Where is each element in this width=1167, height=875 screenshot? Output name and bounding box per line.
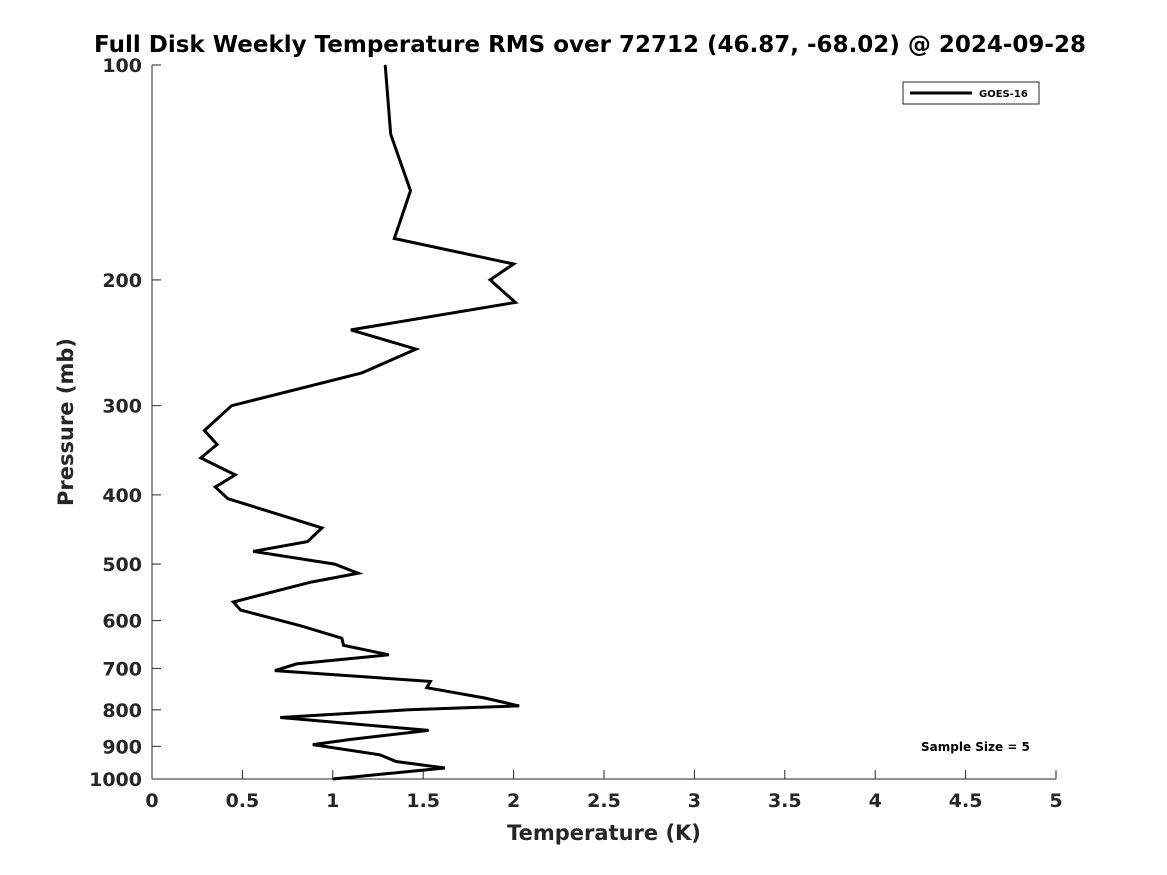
- y-tick-label: 300: [102, 396, 142, 418]
- data-point: [518, 705, 520, 707]
- x-axis-label: Temperature (K): [507, 821, 701, 845]
- y-ticks: 100 200 300 400 500 600 700 800 900 1000: [89, 55, 161, 791]
- chart-title: Full Disk Weekly Temperature RMS over 72…: [94, 32, 1086, 58]
- data-point: [343, 644, 345, 646]
- x-tick-label: 2.5: [587, 790, 621, 812]
- data-point: [296, 663, 298, 665]
- data-point: [395, 761, 397, 762]
- data-point: [234, 474, 236, 476]
- series-line-goes-16: [198, 64, 520, 781]
- data-point: [379, 754, 381, 756]
- y-tick-label: 100: [102, 55, 142, 77]
- data-point: [279, 717, 281, 718]
- x-tick-label: 1: [326, 790, 339, 812]
- data-point: [350, 738, 352, 740]
- x-tick-label: 5: [1049, 790, 1062, 812]
- data-point: [214, 486, 216, 488]
- data-point: [310, 581, 312, 583]
- data-point: [307, 541, 308, 543]
- data-point: [426, 687, 428, 689]
- data-point: [444, 767, 446, 769]
- x-ticks: 0 0.5 1 1.5 2 2.5 3 3.5 4 4.5 5: [145, 770, 1063, 812]
- y-tick-label: 400: [102, 485, 142, 507]
- x-tick-label: 0.5: [226, 790, 260, 812]
- data-point: [231, 405, 233, 407]
- data-point: [489, 279, 491, 281]
- x-tick-label: 3.5: [768, 790, 802, 812]
- data-point: [410, 190, 411, 192]
- data-point: [216, 444, 218, 445]
- data-point: [513, 263, 515, 265]
- y-axis-label: Pressure (mb): [54, 338, 78, 506]
- data-point: [429, 680, 431, 682]
- data-point: [274, 670, 276, 672]
- data-point: [299, 625, 301, 627]
- y-tick-label: 900: [102, 736, 142, 758]
- data-point: [415, 348, 417, 350]
- data-point: [334, 563, 336, 565]
- x-tick-label: 2: [507, 790, 520, 812]
- data-point: [384, 64, 386, 66]
- legend: GOES-16: [902, 81, 1040, 105]
- y-tick-label: 200: [102, 270, 142, 292]
- data-point: [203, 430, 205, 431]
- y-tick-label: 500: [102, 554, 142, 576]
- data-point: [514, 301, 516, 303]
- data-point: [232, 601, 234, 603]
- data-point: [252, 550, 254, 552]
- data-point: [390, 133, 392, 135]
- x-tick-label: 4: [869, 790, 882, 812]
- y-tick-label: 700: [102, 658, 142, 680]
- data-point: [408, 709, 410, 711]
- sample-size-annotation: Sample Size = 5: [921, 740, 1030, 754]
- x-tick-label: 3: [688, 790, 701, 812]
- data-point: [227, 498, 229, 500]
- x-tick-label: 4.5: [949, 790, 983, 812]
- data-point: [312, 744, 314, 746]
- data-point: [332, 778, 334, 780]
- data-point: [388, 654, 390, 656]
- data-point: [393, 238, 395, 239]
- data-point: [240, 609, 242, 611]
- legend-label: GOES-16: [979, 89, 1028, 100]
- x-tick-label: 0: [145, 790, 158, 812]
- data-point: [357, 572, 359, 574]
- data-point: [200, 457, 202, 459]
- data-point: [428, 729, 430, 731]
- y-tick-label: 600: [102, 611, 142, 633]
- data-point: [321, 527, 323, 529]
- data-point: [341, 637, 343, 639]
- data-point: [484, 697, 486, 699]
- series-points: [200, 64, 520, 780]
- y-tick-label: 800: [102, 700, 142, 722]
- data-point: [361, 372, 363, 374]
- y-tick-label: 1000: [89, 769, 142, 791]
- x-tick-label: 1.5: [406, 790, 440, 812]
- data-point: [350, 329, 352, 331]
